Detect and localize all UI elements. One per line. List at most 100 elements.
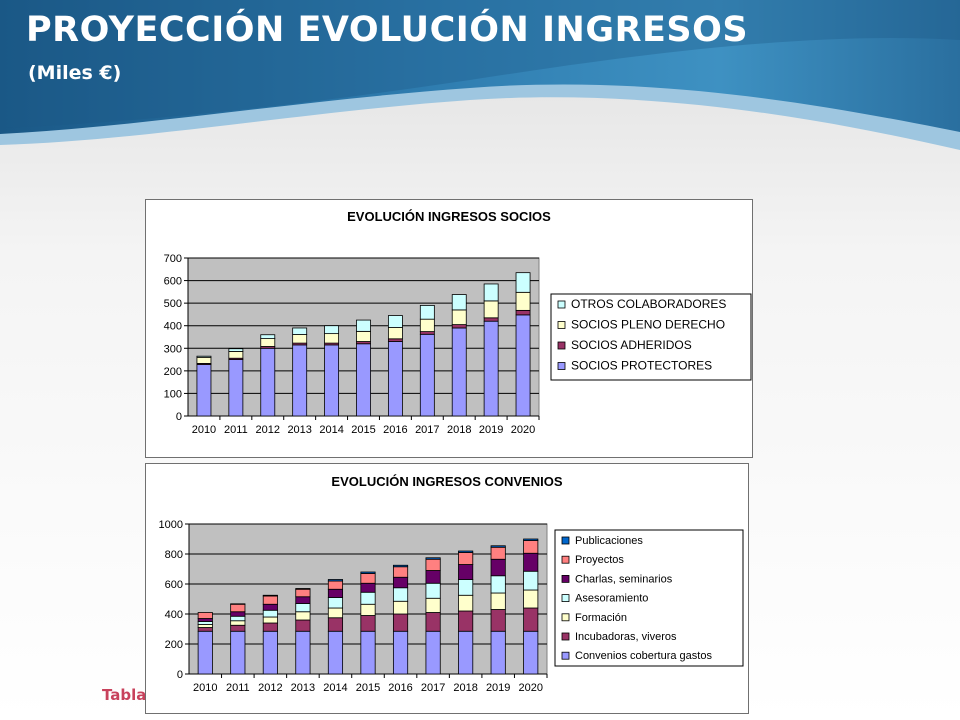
page-subtitle: (Miles €) [28,62,122,84]
bar-segment-s6-2018 [458,550,474,553]
bar-segment-s3-2016 [387,315,403,328]
bar-segment-s2-2010 [196,356,212,364]
bar-segment-s0-2015 [360,630,376,675]
bar-segment-s3-2017 [419,305,435,320]
bar-segment-s3-2012 [260,334,276,339]
y-tick-label: 400 [165,609,183,621]
bar-segment-s0-2017 [419,333,435,417]
bar-segment-s5-2014 [327,580,344,590]
y-tick-label: 0 [176,411,182,423]
bar-segment-s4-2019 [490,558,506,577]
bar-segment-s0-2017 [425,630,441,675]
legend-label: Convenios cobertura gastos [575,650,712,662]
bar-segment-s3-2015 [360,591,376,605]
x-tick-label: 2020 [511,424,535,436]
bar-segment-s3-2011 [228,348,244,352]
legend-swatch [561,594,570,603]
bar-segment-s2-2015 [356,330,371,342]
bar-segment-s3-2016 [392,587,409,602]
bar-segment-s3-2012 [262,609,278,618]
bar-segment-s4-2010 [197,618,213,622]
bar-segment-s5-2020 [523,540,539,554]
legend-label: SOCIOS ADHERIDOS [571,338,692,352]
legend-swatch [561,613,570,622]
y-tick-label: 400 [164,321,182,333]
bar-segment-s3-2010 [196,355,212,358]
bar-segment-s6-2014 [327,579,344,582]
bar-segment-s2-2016 [392,600,409,615]
bar-segment-s3-2019 [490,575,506,594]
bar-segment-s2-2014 [327,607,344,619]
bar-segment-s0-2013 [295,630,311,675]
y-tick-label: 300 [164,343,182,355]
bar-segment-s1-2014 [327,617,344,632]
bar-segment-s5-2012 [262,595,278,605]
legend-label: OTROS COLABORADORES [571,297,726,311]
bar-segment-s1-2018 [451,324,467,329]
x-tick-label: 2017 [421,682,445,694]
bar-segment-s3-2011 [230,615,246,622]
legend-swatch [557,321,566,329]
bar-segment-s1-2020 [523,607,539,632]
bar-segment-s2-2011 [230,620,246,626]
chart-socios-svg: EVOLUCIÓN INGRESOS SOCIOS 0 100 200 300 400 50… [164,209,752,436]
bar-segment-s1-2020 [515,309,531,316]
bar-segment-s4-2017 [425,570,441,584]
bar-segment-s2-2017 [425,597,441,613]
bar-segment-s0-2015 [356,343,371,417]
legend-swatch [557,300,566,309]
bar-segment-s2-2019 [490,592,506,610]
bar-segment-s6-2015 [360,571,376,574]
bar-segment-s0-2016 [387,341,403,417]
bar-segment-s0-2016 [392,630,409,675]
bar-segment-s2-2012 [260,338,276,347]
chart-title: EVOLUCIÓN INGRESOS CONVENIOS [331,474,562,489]
bar-segment-s3-2013 [295,603,311,613]
bar-segment-s6-2012 [262,594,278,597]
bar-segment-s4-2011 [230,611,246,617]
bar-segment-s2-2019 [483,300,499,319]
y-tick-label: 100 [164,388,182,400]
bar-segment-s5-2015 [360,573,376,584]
bar-segment-s0-2014 [324,344,340,417]
bar-segment-s6-2017 [425,557,441,560]
legend-swatch [561,536,570,545]
bar-segment-s0-2010 [197,630,213,675]
bar-segment-s0-2011 [228,359,244,417]
legend-swatch [561,575,570,583]
bar-segment-s4-2012 [262,603,278,611]
legend-swatch [557,341,566,350]
bar-segment-s5-2010 [197,612,213,619]
bar-segment-s2-2013 [292,334,308,344]
chart-ingresos-socios: EVOLUCIÓN INGRESOS SOCIOS 0 100 200 300 400 50… [145,199,753,458]
y-tick-label: 600 [165,579,183,591]
x-tick-label: 2010 [193,682,217,694]
legend-label: SOCIOS PROTECTORES [571,359,712,373]
bar-segment-s1-2012 [262,622,278,632]
bar-segment-s1-2017 [425,612,441,632]
x-tick-label: 2014 [319,424,343,436]
y-tick-label: 800 [165,549,183,561]
bar-segment-s3-2019 [483,283,499,302]
x-tick-label: 2014 [323,682,347,694]
x-tick-label: 2016 [383,424,407,436]
bar-segment-s2-2011 [228,351,244,359]
bar-segment-s2-2015 [360,603,376,616]
bar-segment-s2-2014 [324,333,340,344]
bar-segment-s2-2010 [197,624,213,628]
chart-convenios-svg: EVOLUCIÓN INGRESOS CONVENIOS 0 200 400 600 80… [159,474,744,694]
y-tick-label: 700 [164,253,182,265]
bar-segment-s6-2016 [392,564,409,568]
x-tick-label: 2013 [287,424,311,436]
x-tick-label: 2013 [291,682,315,694]
bar-segment-s3-2014 [327,597,344,609]
bar-segment-s1-2018 [458,610,474,632]
bar-segment-s4-2016 [392,576,409,589]
bar-segment-s4-2013 [295,596,311,604]
bar-segment-s5-2016 [392,566,409,578]
y-tick-label: 200 [165,639,183,651]
x-tick-label: 2012 [258,682,282,694]
x-tick-label: 2020 [518,682,542,694]
x-tick-label: 2018 [447,424,471,436]
bar-segment-s4-2015 [360,582,376,593]
